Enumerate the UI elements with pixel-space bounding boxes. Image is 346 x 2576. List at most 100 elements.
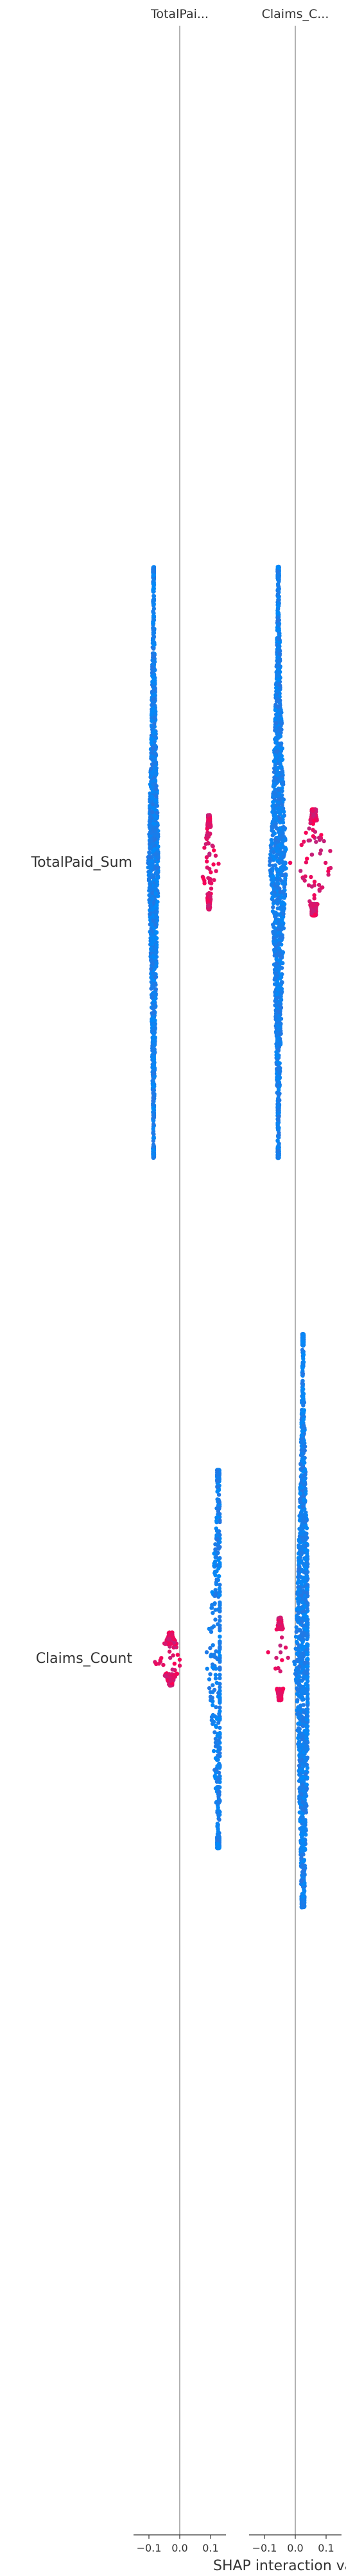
point — [202, 846, 207, 850]
point — [302, 839, 306, 844]
point — [217, 1766, 221, 1770]
point — [151, 598, 156, 602]
point — [278, 1069, 282, 1074]
point — [268, 856, 272, 860]
point — [204, 1650, 209, 1655]
point — [151, 587, 156, 591]
point — [215, 1497, 220, 1502]
point — [151, 1011, 156, 1015]
point — [311, 808, 315, 813]
point — [217, 1809, 221, 1814]
point — [278, 816, 282, 821]
point — [271, 854, 275, 858]
point — [276, 1114, 281, 1119]
point — [207, 813, 211, 817]
point — [314, 840, 318, 844]
point — [278, 993, 283, 997]
point — [150, 745, 155, 750]
point — [172, 1662, 177, 1666]
point — [216, 1509, 221, 1514]
point — [281, 881, 285, 886]
point — [148, 882, 153, 887]
point — [217, 1817, 221, 1822]
point — [205, 898, 210, 903]
point — [272, 849, 276, 855]
point — [275, 1067, 279, 1071]
point — [275, 881, 279, 886]
point — [218, 1640, 222, 1645]
point — [273, 968, 278, 972]
point — [218, 1676, 222, 1680]
point — [275, 1031, 280, 1036]
point — [269, 838, 273, 842]
point — [151, 1022, 156, 1027]
point — [151, 654, 156, 659]
point — [212, 1768, 217, 1772]
point — [218, 1705, 222, 1710]
point — [277, 797, 281, 802]
point — [205, 1666, 209, 1671]
point — [275, 575, 281, 580]
point — [216, 1753, 220, 1758]
point — [168, 1675, 172, 1680]
point — [151, 981, 157, 986]
point — [270, 824, 274, 829]
point — [216, 1790, 221, 1795]
point — [275, 610, 280, 616]
point — [307, 899, 312, 903]
point — [298, 869, 303, 873]
point — [146, 876, 151, 881]
point — [288, 860, 293, 866]
point — [276, 1088, 281, 1092]
point — [214, 1716, 219, 1721]
point — [153, 821, 157, 826]
point — [272, 925, 276, 929]
point — [213, 853, 218, 858]
point — [201, 876, 206, 881]
point — [153, 975, 158, 980]
point — [281, 890, 286, 894]
point — [270, 819, 275, 824]
point — [212, 1594, 218, 1598]
point — [274, 776, 279, 781]
point — [152, 681, 157, 686]
point — [153, 772, 158, 776]
point — [275, 728, 279, 733]
point — [212, 848, 216, 853]
point — [305, 857, 309, 861]
point — [207, 867, 212, 871]
point — [150, 782, 155, 786]
column-title-claims: Claims_C... — [262, 7, 329, 21]
point — [163, 1641, 168, 1646]
point — [275, 987, 280, 991]
point — [284, 847, 288, 852]
point — [152, 1065, 157, 1070]
point — [153, 887, 158, 892]
point — [282, 873, 287, 878]
point — [275, 1145, 280, 1150]
point — [146, 858, 151, 863]
point — [155, 909, 159, 914]
point — [279, 1031, 283, 1036]
point — [216, 1757, 220, 1762]
point — [149, 904, 154, 909]
point — [150, 1035, 155, 1040]
cell-row-1-col-0 — [153, 1468, 222, 1851]
point — [148, 799, 152, 804]
point — [214, 1529, 220, 1533]
point — [318, 851, 322, 856]
point — [275, 749, 281, 753]
point — [276, 667, 281, 671]
point — [328, 866, 333, 871]
point — [216, 1472, 220, 1477]
point — [278, 1000, 282, 1005]
point — [216, 1566, 221, 1571]
point — [280, 980, 284, 985]
point — [150, 810, 155, 815]
point — [211, 1643, 215, 1648]
point — [209, 870, 213, 875]
point — [156, 834, 160, 839]
point — [304, 860, 309, 865]
point — [151, 568, 156, 573]
point — [151, 900, 156, 905]
